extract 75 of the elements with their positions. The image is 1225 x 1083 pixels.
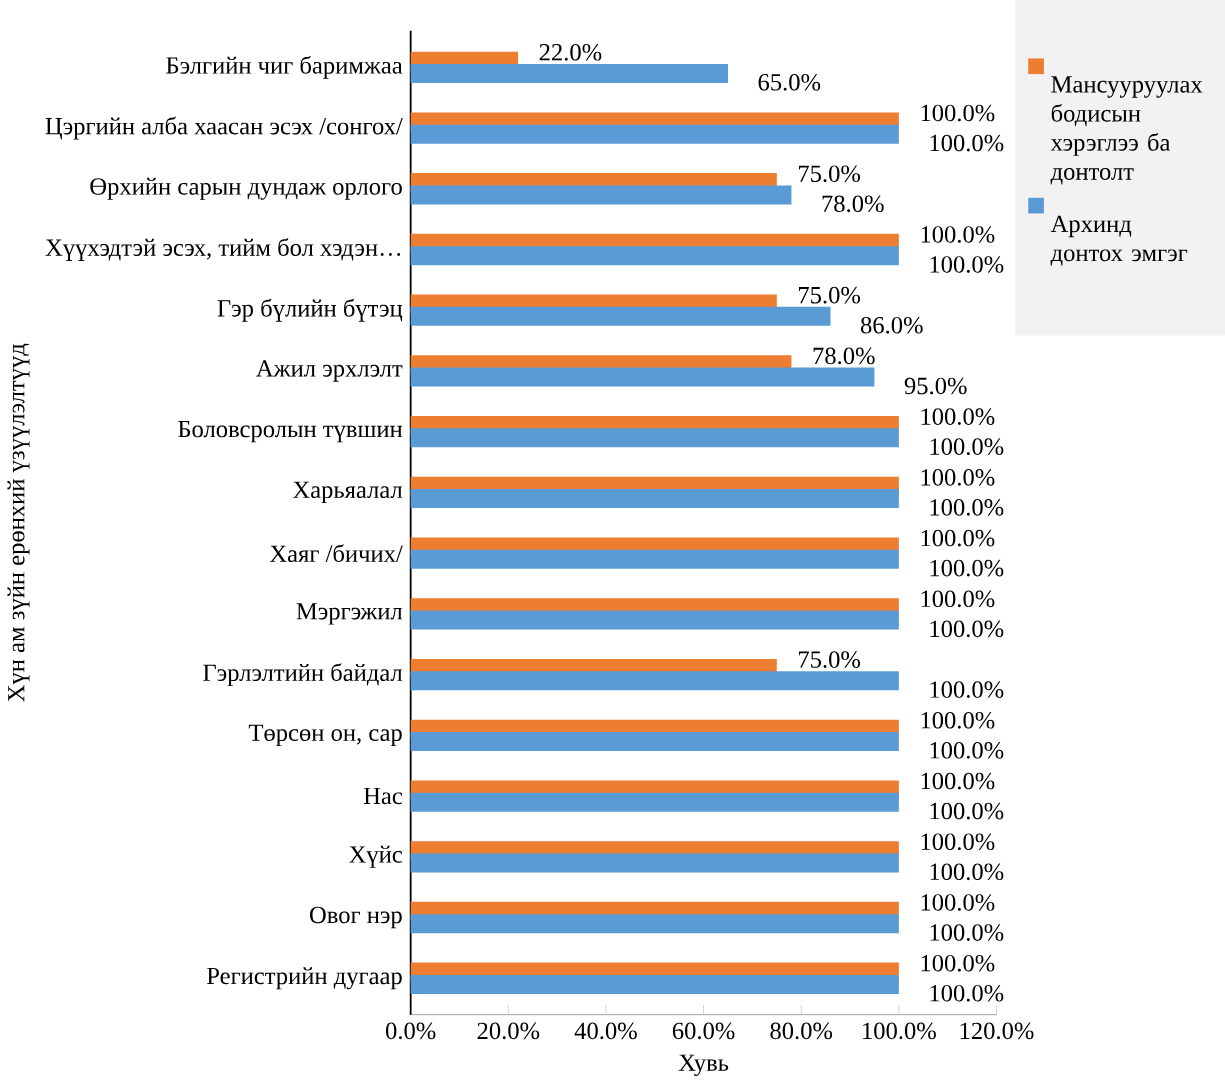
data-label: 100.0% (930, 863, 1004, 880)
bar (410, 853, 899, 873)
y-tick-label: Гэрлэлтийн байдал (203, 662, 403, 686)
data-label: 100.0% (930, 984, 1004, 1002)
bar (410, 63, 728, 83)
data-label: 95.0% (904, 377, 967, 395)
bar (410, 306, 831, 326)
data-label: 75.0% (798, 286, 861, 304)
x-tick-label: 120.0% (960, 1022, 1034, 1040)
x-tick-label: 80.0% (770, 1022, 833, 1040)
data-label: 100.0% (921, 590, 995, 607)
data-label: 100.0% (921, 225, 995, 243)
bar (410, 671, 899, 691)
x-tick-label: 40.0% (574, 1022, 637, 1040)
bar (410, 367, 875, 387)
x-tick-label: 100.0% (863, 1022, 936, 1040)
data-label: 100.0% (930, 802, 1004, 820)
data-label: 100.0% (930, 620, 1004, 637)
x-axis-title: Хувь (678, 1054, 729, 1076)
x-tick-label: 60.0% (672, 1022, 735, 1040)
data-label: 100.0% (921, 711, 995, 729)
x-tick-label: 0.0% (386, 1022, 436, 1040)
data-label: 65.0% (758, 73, 821, 91)
bar (410, 792, 899, 812)
y-tick-label: Цэргийн алба хаасан эсэх /сонгох/ (45, 116, 403, 140)
data-label: 100.0% (930, 438, 1004, 455)
y-tick-label: Төрсөн он, сар (248, 724, 402, 746)
y-tick-label: Нас (363, 787, 403, 804)
data-label: 100.0% (921, 104, 995, 122)
y-tick-label: Мэргэжил (296, 602, 403, 625)
bar (410, 610, 899, 630)
bar (410, 488, 899, 508)
y-tick-label: Ажил эрхлэлт (256, 359, 403, 382)
bar (410, 913, 899, 933)
data-label: 100.0% (930, 255, 1004, 273)
data-label: 100.0% (921, 468, 995, 486)
data-label: 100.0% (930, 741, 1004, 759)
bar (410, 731, 899, 751)
data-label: 100.0% (930, 923, 1004, 941)
bar (410, 124, 899, 144)
data-label: 86.0% (860, 316, 923, 334)
y-tick-label: Хаяг /бичих/ (269, 543, 403, 562)
y-tick-label: Өрхийн сарын дундаж орлого (90, 177, 402, 200)
data-label: 100.0% (930, 498, 1004, 516)
data-label: 100.0% (930, 559, 1004, 577)
data-label: 75.0% (798, 651, 861, 668)
legend-label: Архинд донтох эмгэг (1050, 215, 1188, 266)
data-label: 78.0% (813, 347, 875, 365)
bar (410, 974, 899, 994)
y-tick-label: Хүйс (349, 845, 403, 868)
y-tick-label: Овог нэр (310, 906, 402, 929)
data-label: 100.0% (930, 681, 1004, 698)
data-label: 100.0% (921, 408, 995, 425)
x-tick-label: 20.0% (477, 1022, 540, 1040)
bar (410, 549, 899, 569)
data-label: 100.0% (921, 772, 995, 790)
y-tick-label: Бэлгийн чиг баримжаа (166, 55, 403, 79)
data-label: 100.0% (921, 954, 995, 972)
bar (410, 245, 899, 265)
y-tick-label: Харьяалал (292, 481, 403, 503)
legend-label: Мансууруулах бодисын хэрэглээ ба донтолт (1050, 76, 1203, 185)
data-label: 78.0% (822, 195, 884, 212)
y-tick-label: Боловсролын түвшин (178, 420, 403, 443)
y-axis-title: Хүн ам зүйн ерөнхий үзүүлэлтүүд (7, 343, 30, 702)
data-label: 100.0% (930, 134, 1004, 152)
data-label: 100.0% (921, 529, 995, 547)
bar (410, 185, 792, 205)
y-tick-label: Регистрийн дугаар (207, 966, 402, 990)
bar (410, 428, 899, 448)
y-tick-label: Гэр бүлийн бүтэц (217, 298, 403, 322)
data-label: 22.0% (539, 43, 602, 61)
data-label: 100.0% (921, 893, 995, 911)
y-tick-label: Хүүхэдтэй эсэх, тийм бол хэдэн… (45, 237, 401, 261)
data-label: 100.0% (921, 833, 995, 850)
data-label: 75.0% (798, 165, 861, 182)
